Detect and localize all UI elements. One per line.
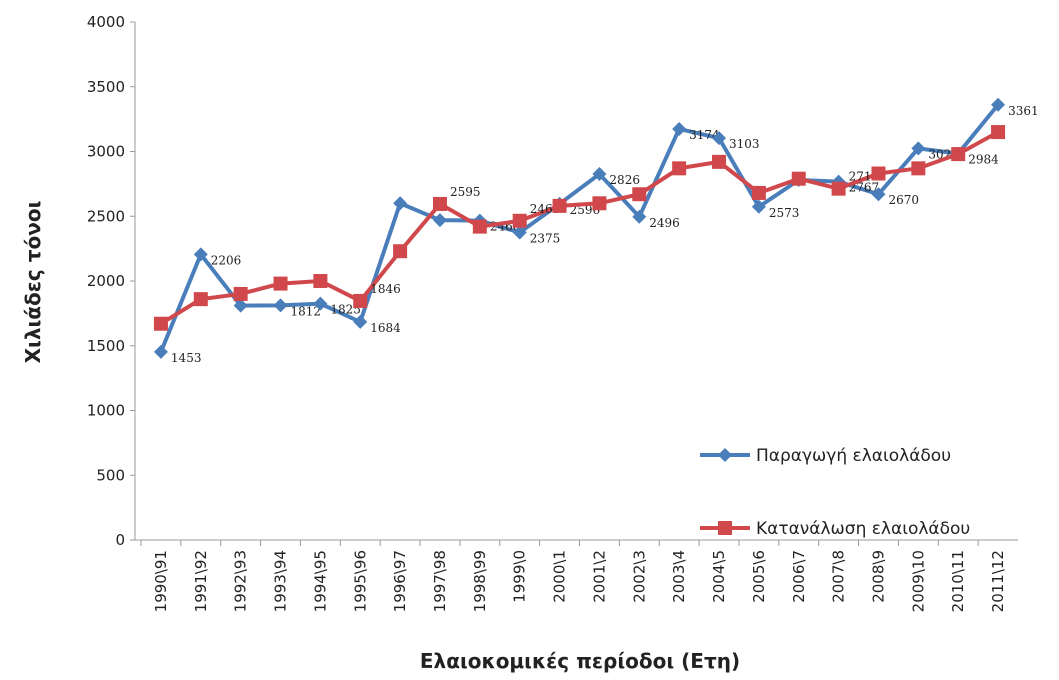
x-tick-label: 1993\94	[272, 550, 290, 612]
y-tick-label: 500	[96, 466, 125, 484]
data-point	[353, 293, 368, 308]
data-point	[592, 167, 607, 182]
data-point	[672, 121, 687, 136]
data-point	[512, 213, 527, 228]
data-label: 2206	[211, 253, 242, 267]
data-point	[432, 196, 447, 211]
data-label: 2826	[609, 173, 640, 187]
x-tick-label: 1997\98	[431, 550, 449, 612]
data-point	[552, 198, 567, 213]
data-point	[432, 213, 447, 228]
data-point	[233, 286, 248, 301]
x-axis-label: Ελαιοκομικές περίοδοι (Ετη)	[420, 649, 740, 673]
data-point	[791, 171, 806, 186]
data-point	[632, 209, 647, 224]
data-point	[233, 298, 248, 313]
data-label: 2375	[530, 231, 561, 245]
data-point	[951, 147, 966, 162]
data-point	[153, 344, 168, 359]
x-tick-label: 1995\96	[351, 550, 369, 612]
data-point	[193, 292, 208, 307]
data-label: 2496	[649, 216, 680, 230]
y-tick-label: 4000	[87, 13, 125, 31]
x-tick-label: 2011\12	[989, 550, 1007, 612]
x-tick-label: 2007\8	[830, 550, 848, 603]
legend-marker	[718, 448, 732, 462]
y-axis-label: Χιλιάδες τόνοι	[21, 201, 45, 364]
data-point	[751, 185, 766, 200]
data-point	[831, 181, 846, 196]
x-tick-label: 1992\93	[232, 550, 250, 612]
x-tick-label: 2010\11	[949, 550, 967, 612]
data-point	[632, 187, 647, 202]
x-tick-label: 2001\2	[590, 550, 608, 603]
legend-label: Παραγωγή ελαιολάδου	[756, 446, 951, 466]
x-tick-label: 1994\95	[311, 550, 329, 612]
data-label: 1812	[291, 304, 322, 318]
x-tick-label: 2008\9	[869, 550, 887, 603]
data-point	[991, 125, 1006, 140]
x-tick-label: 1990\91	[152, 550, 170, 612]
x-tick-label: 2002\3	[630, 550, 648, 603]
data-point	[911, 161, 926, 176]
y-tick-label: 1000	[87, 402, 125, 420]
y-tick-label: 1500	[87, 337, 125, 355]
data-label: 3103	[729, 137, 760, 151]
x-tick-label: 1991\92	[192, 550, 210, 612]
data-point	[273, 298, 288, 313]
data-point	[153, 316, 168, 331]
y-tick-label: 0	[115, 531, 125, 549]
data-label: 2767	[849, 181, 880, 195]
x-tick-label: 2006\7	[790, 550, 808, 603]
data-label: 2984	[968, 153, 999, 167]
y-tick-label: 2000	[87, 272, 125, 290]
data-label: 3361	[1008, 104, 1039, 118]
data-point	[353, 314, 368, 329]
data-point	[313, 296, 328, 311]
data-point	[273, 276, 288, 291]
data-label: 2595	[450, 185, 481, 199]
x-tick-label: 1998\99	[471, 550, 489, 612]
data-label: 1453	[171, 351, 202, 365]
x-tick-label: 1996\97	[391, 550, 409, 612]
data-point	[672, 161, 687, 176]
data-point	[871, 187, 886, 202]
data-label: 2670	[888, 193, 919, 207]
series-line	[159, 130, 1000, 326]
data-point	[472, 219, 487, 234]
legend-marker	[718, 521, 732, 535]
data-point	[393, 244, 408, 259]
series-line	[159, 103, 1000, 353]
data-point	[751, 199, 766, 214]
y-tick-label: 3500	[87, 78, 125, 96]
data-point	[592, 196, 607, 211]
x-tick-label: 2000\1	[551, 550, 569, 603]
y-tick-label: 2500	[87, 207, 125, 225]
data-point	[712, 131, 727, 146]
x-tick-label: 2003\4	[670, 550, 688, 603]
y-tick-label: 3000	[87, 143, 125, 161]
data-label: 1846	[370, 282, 401, 296]
data-label: 1684	[370, 321, 401, 335]
data-point	[393, 196, 408, 211]
data-point	[313, 274, 328, 288]
data-point	[712, 154, 727, 169]
data-point	[512, 225, 527, 240]
data-point	[871, 166, 886, 181]
data-point	[911, 141, 926, 156]
data-point	[193, 247, 208, 262]
x-tick-label: 2005\6	[750, 550, 768, 603]
legend-label: Κατανάλωση ελαιολάδου	[756, 519, 970, 539]
data-point	[991, 97, 1006, 112]
x-tick-label: 2009\10	[909, 550, 927, 612]
x-tick-label: 1999\0	[511, 550, 529, 603]
data-label: 2573	[769, 206, 800, 220]
x-tick-label: 2004\5	[710, 550, 728, 603]
